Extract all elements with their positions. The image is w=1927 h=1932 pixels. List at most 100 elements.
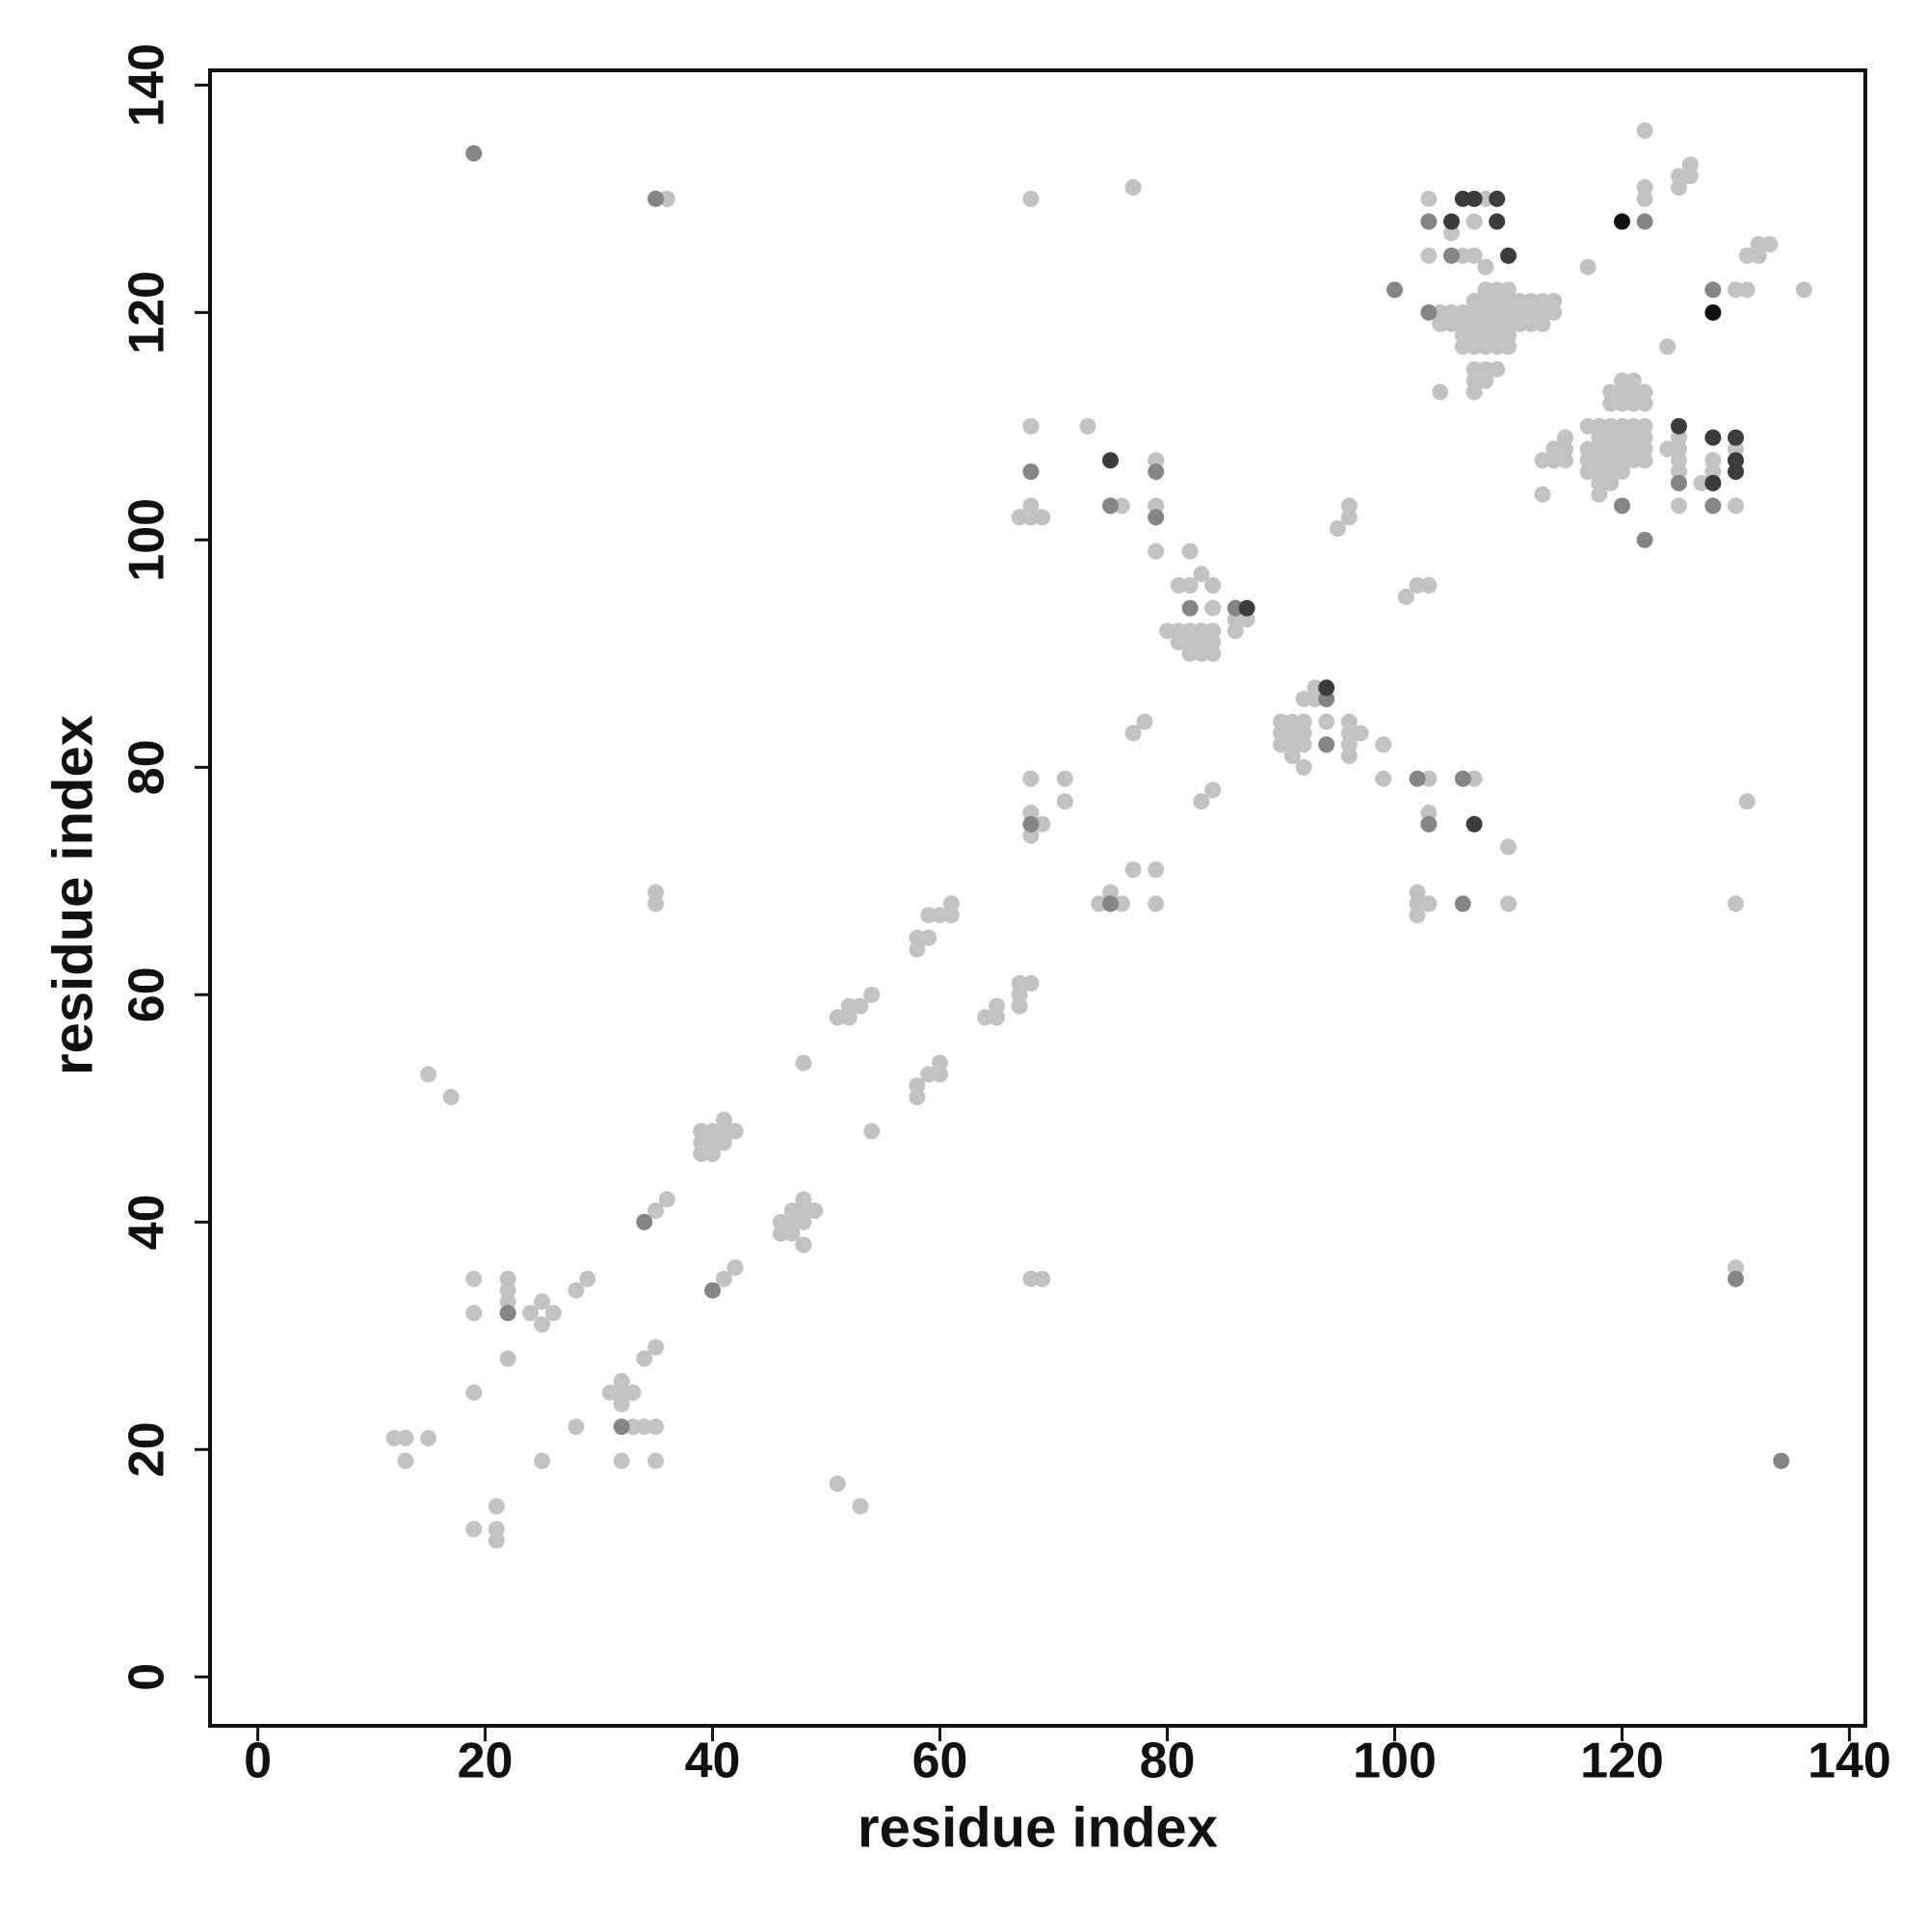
point xyxy=(1591,463,1608,481)
point xyxy=(704,1134,722,1151)
point xyxy=(1443,213,1460,230)
point xyxy=(1727,281,1744,299)
point xyxy=(1204,645,1222,662)
x-tick-label: 60 xyxy=(912,1734,968,1789)
point xyxy=(693,1145,710,1162)
point xyxy=(1602,417,1620,435)
point xyxy=(1624,417,1642,435)
point xyxy=(1591,440,1608,458)
point xyxy=(1670,463,1687,481)
point xyxy=(1443,304,1460,321)
point xyxy=(1477,372,1494,389)
point xyxy=(1511,304,1528,321)
x-tick-label: 40 xyxy=(685,1734,741,1789)
point xyxy=(1079,417,1096,435)
point xyxy=(1534,293,1551,310)
point xyxy=(636,1350,653,1367)
point xyxy=(647,1418,665,1436)
point xyxy=(1727,895,1744,913)
point xyxy=(1613,395,1630,412)
point xyxy=(1204,781,1222,799)
point xyxy=(1556,440,1573,458)
point xyxy=(726,1258,744,1276)
point xyxy=(1465,327,1483,344)
point xyxy=(1489,281,1506,299)
point xyxy=(420,1429,437,1446)
point xyxy=(977,1009,994,1026)
point xyxy=(1727,463,1744,481)
point xyxy=(1704,304,1722,321)
point xyxy=(1102,452,1120,469)
point xyxy=(1091,895,1108,913)
point xyxy=(942,895,960,913)
point xyxy=(1704,429,1722,446)
point xyxy=(829,1475,846,1493)
point xyxy=(1170,622,1187,640)
point xyxy=(499,1350,516,1367)
point xyxy=(1307,691,1324,708)
point xyxy=(1034,815,1051,833)
point xyxy=(1670,440,1687,458)
point xyxy=(795,1054,812,1072)
point xyxy=(1307,679,1324,697)
point xyxy=(1499,315,1517,332)
point xyxy=(1148,497,1165,515)
point xyxy=(1670,452,1687,469)
point xyxy=(693,1123,710,1140)
point xyxy=(1432,304,1449,321)
point xyxy=(783,1225,801,1242)
point xyxy=(1534,304,1551,321)
point xyxy=(1704,281,1722,299)
point xyxy=(1522,304,1540,321)
point xyxy=(613,1452,630,1469)
point xyxy=(1624,384,1642,401)
point xyxy=(1148,452,1165,469)
point xyxy=(1409,770,1426,787)
point xyxy=(1499,327,1517,344)
point xyxy=(1283,725,1301,742)
point xyxy=(1738,247,1755,264)
point xyxy=(1283,736,1301,754)
point xyxy=(1465,190,1483,207)
point xyxy=(1124,179,1142,197)
point xyxy=(1022,815,1040,833)
point xyxy=(1750,247,1767,264)
point xyxy=(1602,463,1620,481)
point xyxy=(1056,770,1073,787)
point xyxy=(534,1315,551,1333)
point xyxy=(647,190,665,207)
point xyxy=(1022,827,1040,844)
point xyxy=(1170,577,1187,595)
point xyxy=(1613,440,1630,458)
point xyxy=(1624,452,1642,469)
point xyxy=(1465,372,1483,389)
point xyxy=(465,1270,483,1287)
point xyxy=(1591,474,1608,491)
point xyxy=(1465,293,1483,310)
point xyxy=(1454,247,1471,264)
point xyxy=(1636,531,1653,548)
point xyxy=(385,1429,403,1446)
point xyxy=(1022,497,1040,515)
point xyxy=(1454,190,1471,207)
point xyxy=(772,1213,789,1231)
point xyxy=(1499,293,1517,310)
point xyxy=(1489,360,1506,378)
point xyxy=(1636,190,1653,207)
point xyxy=(1204,622,1222,640)
point xyxy=(863,986,881,1003)
point xyxy=(1454,315,1471,332)
point xyxy=(1489,338,1506,356)
point xyxy=(1193,793,1210,810)
point xyxy=(1477,304,1494,321)
point xyxy=(726,1123,744,1140)
point xyxy=(488,1532,505,1549)
point xyxy=(1477,190,1494,207)
point xyxy=(1591,429,1608,446)
point xyxy=(1499,247,1517,264)
point xyxy=(1420,815,1438,833)
point xyxy=(1318,713,1335,730)
point xyxy=(1409,895,1426,913)
point xyxy=(1330,520,1347,538)
